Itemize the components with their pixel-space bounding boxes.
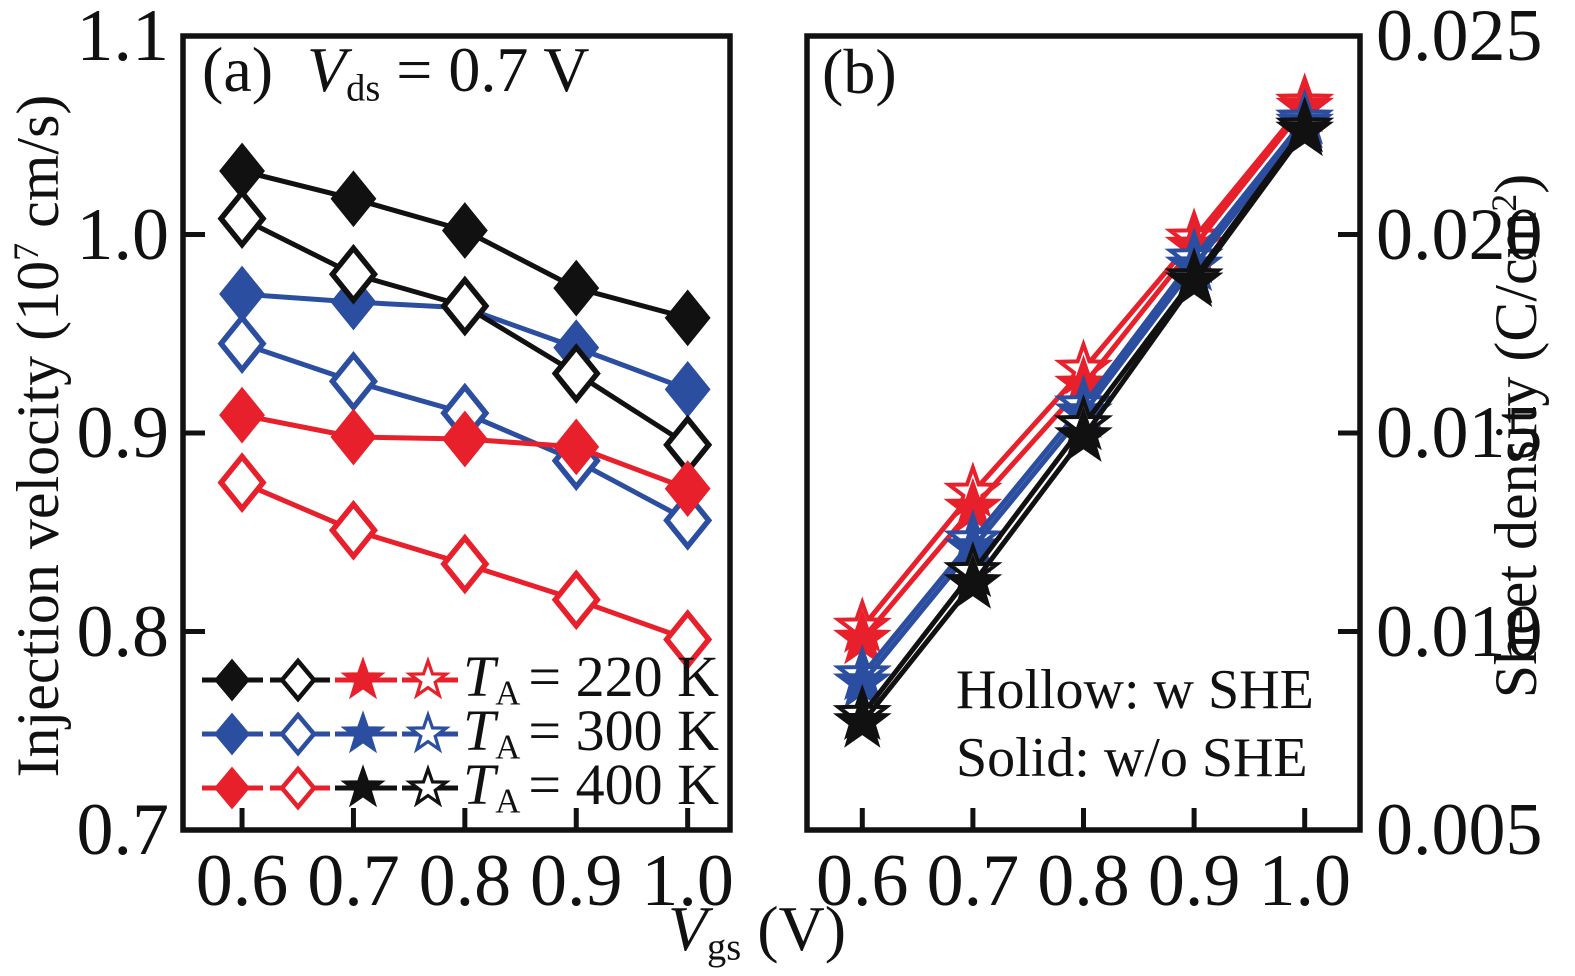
panel-a-series-2-marker-1 [328,243,378,305]
panel-a-series-0-marker-2 [441,202,488,259]
legend-row-2-marker-3 [405,764,451,808]
panel-a-series-2-marker-2 [440,275,490,337]
legend-row-1-marker-3 [405,710,451,754]
legend-row-2-marker-0 [214,766,250,810]
panel-a-series-5-marker-4 [663,609,713,670]
panel-b-series-5-marker-3 [1164,251,1224,308]
panel-a-series-4-marker-4 [664,460,711,517]
legend-row-1-marker-2 [340,710,386,754]
legend-row-2-marker-2 [340,764,386,808]
panel-a-series-4-marker-3 [553,418,600,476]
legend-row-0-marker-1 [279,657,317,703]
panel-a-series-5-marker-2 [440,533,490,595]
panel-b-series-5-marker-0 [832,691,892,748]
panel-a-series-4-marker-0 [219,386,265,444]
panel-a-series-0-marker-4 [664,289,711,347]
legend-row-0-marker-2 [340,656,386,700]
panel-a-series-1-marker-0 [219,265,265,323]
panel-a-series-5-marker-1 [328,499,378,561]
panel-a-series-5-marker-0 [217,452,267,514]
panel-b-series-5-marker-4 [1275,100,1335,157]
panel-a-series-2-marker-3 [551,343,601,404]
panel-a-series-5-marker-3 [551,569,601,631]
panel-a-series-0-marker-1 [330,170,377,228]
legend-row-1-marker-0 [214,712,250,756]
panel-a-series-3-marker-4 [663,489,713,551]
panel-b-series-5-marker-1 [943,553,1003,609]
panel-a-series-1-marker-4 [664,360,711,418]
legend-row-0-marker-3 [405,656,451,700]
legend-row-2-marker-1 [279,765,317,811]
legend-row-0-marker-0 [214,658,250,702]
panel-a-series-4-marker-2 [441,410,488,468]
panel-a-series-3-marker-0 [217,313,267,375]
panel-a-series-3-marker-1 [328,351,378,412]
panel-b-series-5-marker-2 [1054,406,1113,462]
panel-a-series-2-marker-0 [217,188,267,249]
panel-a-series-4-marker-1 [330,408,377,466]
panel-a-series-0-marker-3 [553,259,600,317]
legend-row-1-marker-1 [279,711,317,757]
